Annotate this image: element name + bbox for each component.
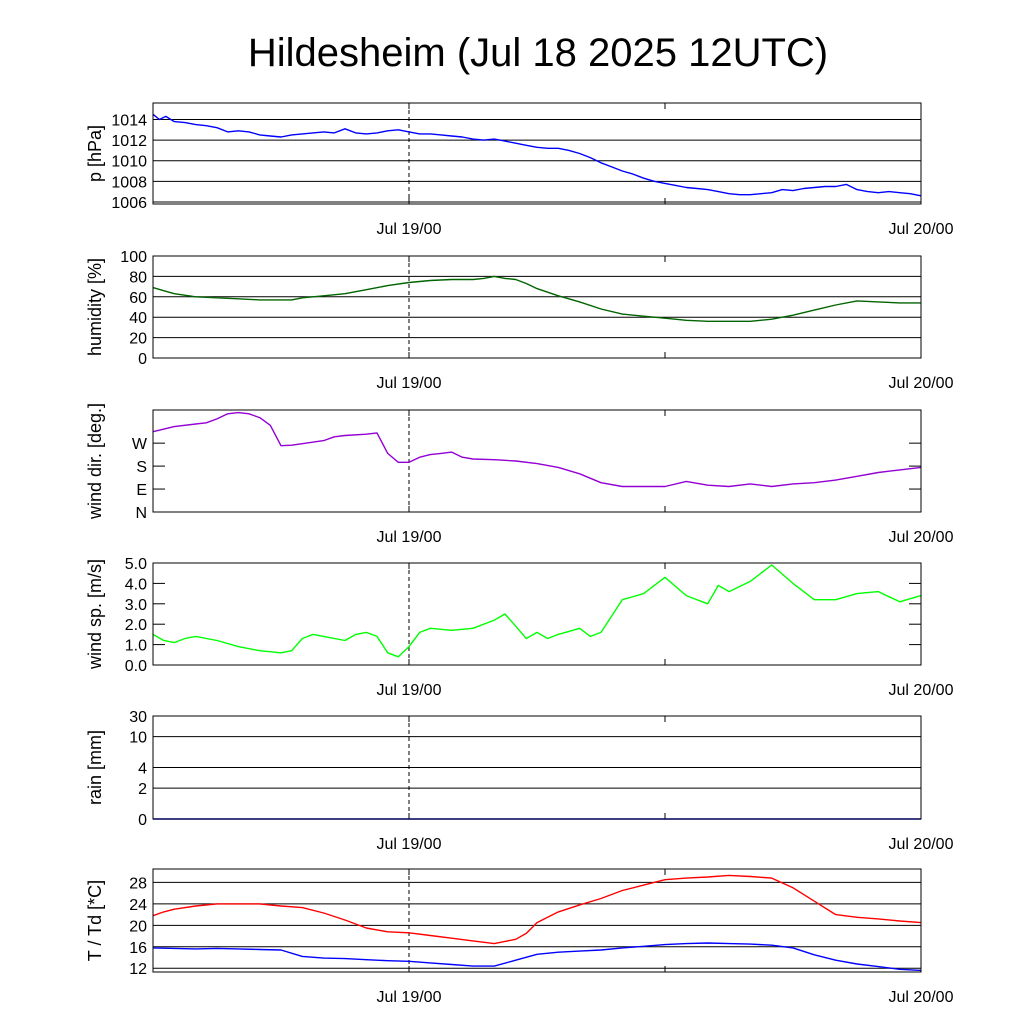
y-tick-label: 1012	[111, 133, 147, 150]
y-tick-label: W	[132, 436, 148, 453]
y-tick-label: 0.0	[125, 658, 147, 675]
y-tick-label: 20	[129, 918, 147, 935]
y-tick-label: 30	[129, 709, 147, 726]
plot-frame	[152, 715, 922, 820]
y-tick-label: 20	[129, 331, 147, 348]
y-axis-label: p [hPa]	[85, 125, 105, 182]
y-tick-label: 2.0	[125, 617, 147, 634]
y-axis-label: rain [mm]	[85, 730, 105, 805]
y-tick-label: 16	[129, 940, 147, 957]
y-tick-label: 1.0	[125, 638, 147, 655]
y-tick-label: 1014	[111, 112, 147, 129]
panel-0: 1006 1008 1010 1012 1014 p [hPa] Jul 19/00 Jul …	[85, 102, 954, 238]
plot-frame	[152, 102, 922, 205]
x-tick-label: Jul 20/00	[889, 221, 954, 238]
y-tick-label: 1008	[111, 174, 147, 191]
y-tick-label: 3.0	[125, 597, 147, 614]
y-tick-label: 12	[129, 961, 147, 978]
y-tick-label: 1010	[111, 154, 147, 171]
y-tick-label: 60	[129, 290, 147, 307]
y-tick-label: 40	[129, 310, 147, 327]
series-line-0	[152, 275, 921, 322]
x-tick-label: Jul 19/00	[377, 836, 442, 853]
x-tick-label: Jul 20/00	[889, 836, 954, 853]
y-tick-label: 2	[138, 781, 147, 798]
plot-frame	[152, 255, 922, 359]
y-axis-label: wind dir. [deg.]	[85, 403, 105, 520]
y-tick-label: S	[136, 459, 147, 476]
plot-frame	[152, 562, 922, 666]
y-axis-label: humidity [%]	[85, 258, 105, 356]
panel-1: 0 20 40 60 80 100 humidity [%] Jul 19/00 Jul 20/…	[85, 249, 954, 392]
y-tick-label: 4.0	[125, 576, 147, 593]
x-tick-label: Jul 20/00	[889, 529, 954, 546]
x-tick-label: Jul 19/00	[377, 989, 442, 1006]
panel-5: 12 16 20 24 28 T / Td [*C] Jul 19/00 Jul 20/00	[85, 868, 954, 1006]
y-tick-label: 1006	[111, 195, 147, 212]
x-tick-label: Jul 19/00	[377, 375, 442, 392]
y-tick-label: 4	[138, 761, 147, 778]
y-tick-label: 5.0	[125, 556, 147, 573]
x-tick-label: Jul 20/00	[889, 989, 954, 1006]
y-tick-label: 100	[120, 249, 147, 266]
y-tick-label: N	[135, 505, 147, 522]
series-line-0	[152, 113, 922, 197]
y-tick-label: 80	[129, 269, 147, 286]
x-tick-label: Jul 20/00	[889, 682, 954, 699]
x-tick-label: Jul 20/00	[889, 375, 954, 392]
panel-4: 0 2 4 10 30 rain [mm] Jul 19/00 Jul 20/00	[85, 709, 954, 853]
y-tick-label: 10	[129, 730, 147, 747]
y-tick-label: 28	[129, 875, 147, 892]
y-tick-label: 0	[138, 812, 147, 829]
series-line-0	[152, 411, 922, 488]
chart-title: Hildesheim (Jul 18 2025 12UTC)	[248, 31, 828, 75]
x-tick-label: Jul 19/00	[377, 221, 442, 238]
series-line-1	[152, 942, 922, 972]
series-line-0	[152, 564, 922, 658]
y-tick-label: 24	[129, 897, 147, 914]
y-axis-label: T / Td [*C]	[85, 880, 105, 961]
y-tick-label: 0	[138, 351, 147, 368]
x-tick-label: Jul 19/00	[377, 682, 442, 699]
series-line-0	[152, 874, 922, 945]
y-axis-label: wind sp. [m/s]	[85, 559, 105, 670]
plot-frame	[152, 409, 922, 513]
plot-frame	[152, 868, 922, 973]
y-tick-label: E	[136, 482, 147, 499]
x-tick-label: Jul 19/00	[377, 529, 442, 546]
panel-3: 0.0 1.0 2.0 3.0 4.0 5.0 wind sp. [m/s] Jul 19/0…	[85, 556, 954, 699]
